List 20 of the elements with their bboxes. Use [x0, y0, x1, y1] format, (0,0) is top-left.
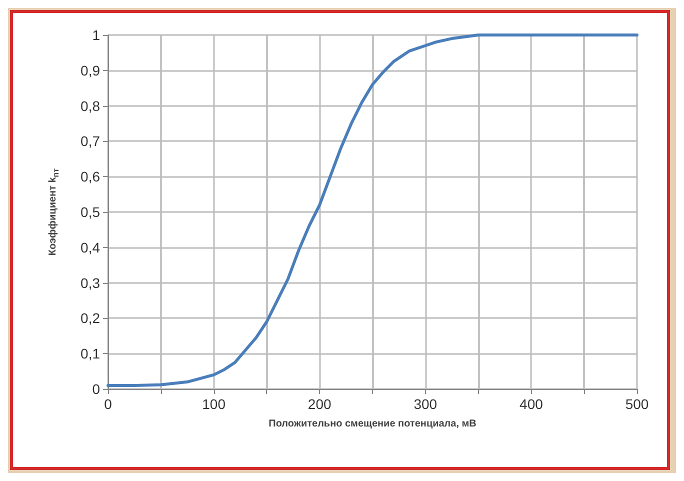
x-tick-label: 300: [414, 396, 438, 412]
y-tick-label: 1: [92, 27, 100, 43]
y-axis-title: Коэффициент kпт: [48, 168, 60, 256]
x-tick-label: 400: [520, 396, 544, 412]
y-tick-label: 0,6: [80, 168, 100, 185]
y-tick-label: 0,3: [80, 274, 100, 291]
line-series: [106, 34, 638, 387]
y-tick-label: 0,5: [80, 204, 100, 220]
y-tick-label: 0,8: [80, 98, 100, 114]
y-tick-label: 0,4: [80, 239, 100, 256]
x-axis-title: Положительно смещение потенциала, мВ: [268, 418, 476, 430]
y-tick-label: 0,1: [80, 346, 100, 362]
y-tick-label: 0,2: [80, 310, 100, 326]
x-tick-label: 500: [625, 396, 649, 412]
y-tick-label: 0,7: [80, 133, 100, 150]
y-tick-label: 0,9: [80, 62, 100, 78]
x-tick-label: 200: [308, 396, 332, 412]
x-tick-label: 0: [104, 396, 112, 412]
x-tick-label: 100: [202, 396, 226, 412]
y-tick-label: 0: [92, 381, 100, 397]
